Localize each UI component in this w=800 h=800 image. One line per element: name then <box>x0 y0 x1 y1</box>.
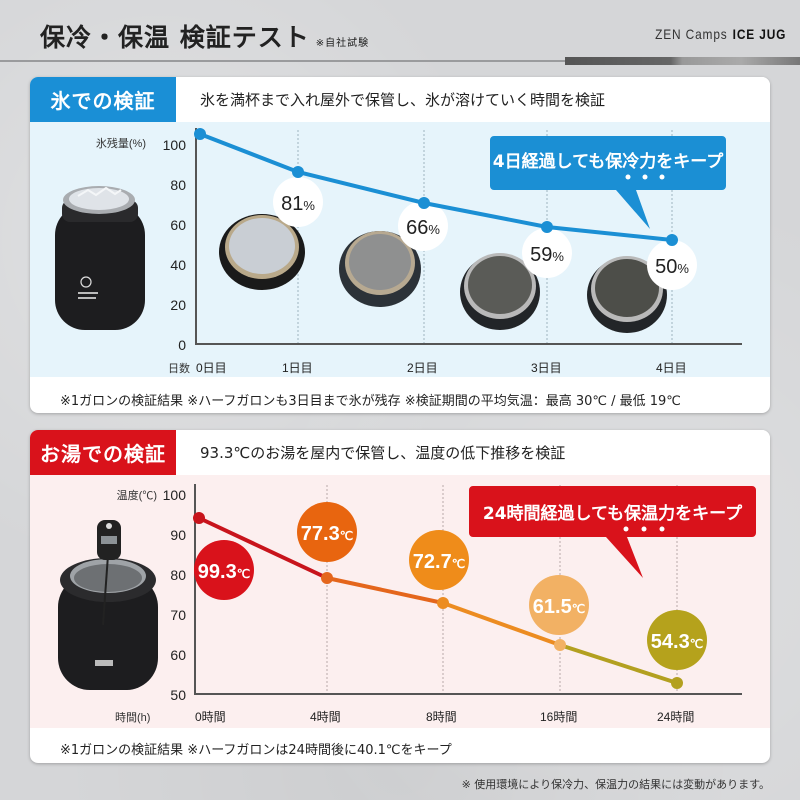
ice-chart: 氷残量(%) 100 80 60 40 20 0 日数 0日目 1日目 2日目 … <box>55 128 742 375</box>
hot-subtitle: 93.3℃のお湯を屋内で保管し、温度の低下推移を検証 <box>200 444 566 462</box>
ice-y-axis-title: 氷残量(%) <box>96 136 146 150</box>
svg-text:54.3℃: 54.3℃ <box>651 631 703 653</box>
brand-product: ICE JUG <box>732 26 786 42</box>
ice-callout <box>490 136 726 229</box>
hot-callout <box>469 486 756 578</box>
svg-text:8時間: 8時間 <box>426 710 457 724</box>
svg-text:0: 0 <box>178 337 186 353</box>
brand-prefix: ZEN Camps <box>654 26 728 42</box>
hot-tab-label: お湯での検証 <box>30 430 176 475</box>
hot-data-labels: 99.3℃ 77.3℃ 72.7℃ 61.5℃ 54.3℃ <box>194 502 707 670</box>
svg-text:81%: 81% <box>281 193 315 215</box>
ice-lid-images <box>219 214 667 333</box>
ice-tab-label: 氷での検証 <box>30 77 176 122</box>
svg-text:77.3℃: 77.3℃ <box>301 523 353 545</box>
svg-text:0日目: 0日目 <box>196 361 227 375</box>
svg-text:70: 70 <box>170 607 186 623</box>
ice-x-ticks: 日数 0日目 1日目 2日目 3日目 4日目 <box>168 361 687 375</box>
hot-panel-header: お湯での検証 93.3℃のお湯を屋内で保管し、温度の低下推移を検証 <box>30 430 770 475</box>
svg-text:60: 60 <box>170 647 186 663</box>
title-note: ※自社試験 <box>315 38 370 49</box>
ice-subtitle: 氷を満杯まで入れ屋外で保管し、氷が溶けていく時間を検証 <box>200 91 606 109</box>
svg-text:80: 80 <box>170 177 186 193</box>
svg-text:時間(h): 時間(h) <box>115 711 150 724</box>
svg-text:0時間: 0時間 <box>195 710 226 724</box>
hot-y-axis-title: 温度(℃) <box>117 488 157 502</box>
hot-y-ticks: 100 90 80 70 60 50 <box>163 487 187 703</box>
svg-text:100: 100 <box>163 137 187 153</box>
page-title-text: 保冷・保温 検証テスト <box>40 23 310 52</box>
svg-text:72.7℃: 72.7℃ <box>413 551 465 573</box>
svg-text:50: 50 <box>170 687 186 703</box>
svg-text:66%: 66% <box>406 217 440 239</box>
svg-text:80: 80 <box>170 567 186 583</box>
page-title: 保冷・保温 検証テスト ※自社試験 <box>40 18 369 54</box>
ice-y-ticks: 100 80 60 40 20 0 <box>163 137 187 353</box>
header-divider <box>0 60 565 62</box>
svg-text:4時間: 4時間 <box>310 710 341 724</box>
svg-text:日数: 日数 <box>168 362 190 375</box>
svg-text:20: 20 <box>170 297 186 313</box>
hot-data-points <box>193 512 683 689</box>
svg-text:1日目: 1日目 <box>282 361 313 375</box>
ice-data-labels: 81% 66% 59% 50% <box>273 177 697 290</box>
ice-jug-image <box>55 186 145 330</box>
svg-text:40: 40 <box>170 257 186 273</box>
svg-text:50%: 50% <box>655 256 689 278</box>
brand-logo: ZEN Camps ICE JUG <box>655 26 786 42</box>
svg-text:3日目: 3日目 <box>531 361 562 375</box>
disclaimer-note: ※ 使用環境により保冷力、保温力の結果には変動があります。 <box>461 778 770 791</box>
hot-x-ticks: 時間(h) 0時間 4時間 8時間 16時間 24時間 <box>115 710 694 724</box>
svg-text:100: 100 <box>163 487 187 503</box>
ice-footnote: ※1ガロンの検証結果 ※ハーフガロンも3日目まで氷が残存 ※検証期間の平均気温：… <box>60 394 681 409</box>
hot-jug-image <box>58 520 158 690</box>
svg-text:60: 60 <box>170 217 186 233</box>
svg-text:99.3℃: 99.3℃ <box>198 561 250 583</box>
svg-text:16時間: 16時間 <box>540 710 577 724</box>
svg-text:90: 90 <box>170 527 186 543</box>
svg-text:24時間: 24時間 <box>657 710 694 724</box>
header-decorative-bar <box>565 57 800 65</box>
svg-text:59%: 59% <box>530 244 564 266</box>
svg-text:61.5℃: 61.5℃ <box>533 596 585 618</box>
hot-footnote: ※1ガロンの検証結果 ※ハーフガロンは24時間後に40.1℃をキープ <box>60 743 452 758</box>
svg-text:2日目: 2日目 <box>407 361 438 375</box>
hot-series-line <box>198 516 678 685</box>
hot-callout-text: 24時間経過しても保温力をキープ <box>482 504 743 524</box>
ice-data-points <box>194 128 678 246</box>
ice-panel-header: 氷での検証 氷を満杯まで入れ屋外で保管し、氷が溶けていく時間を検証 <box>30 77 770 122</box>
ice-callout-text: 4日経過しても保冷力をキープ <box>492 152 724 172</box>
svg-text:4日目: 4日目 <box>656 361 687 375</box>
